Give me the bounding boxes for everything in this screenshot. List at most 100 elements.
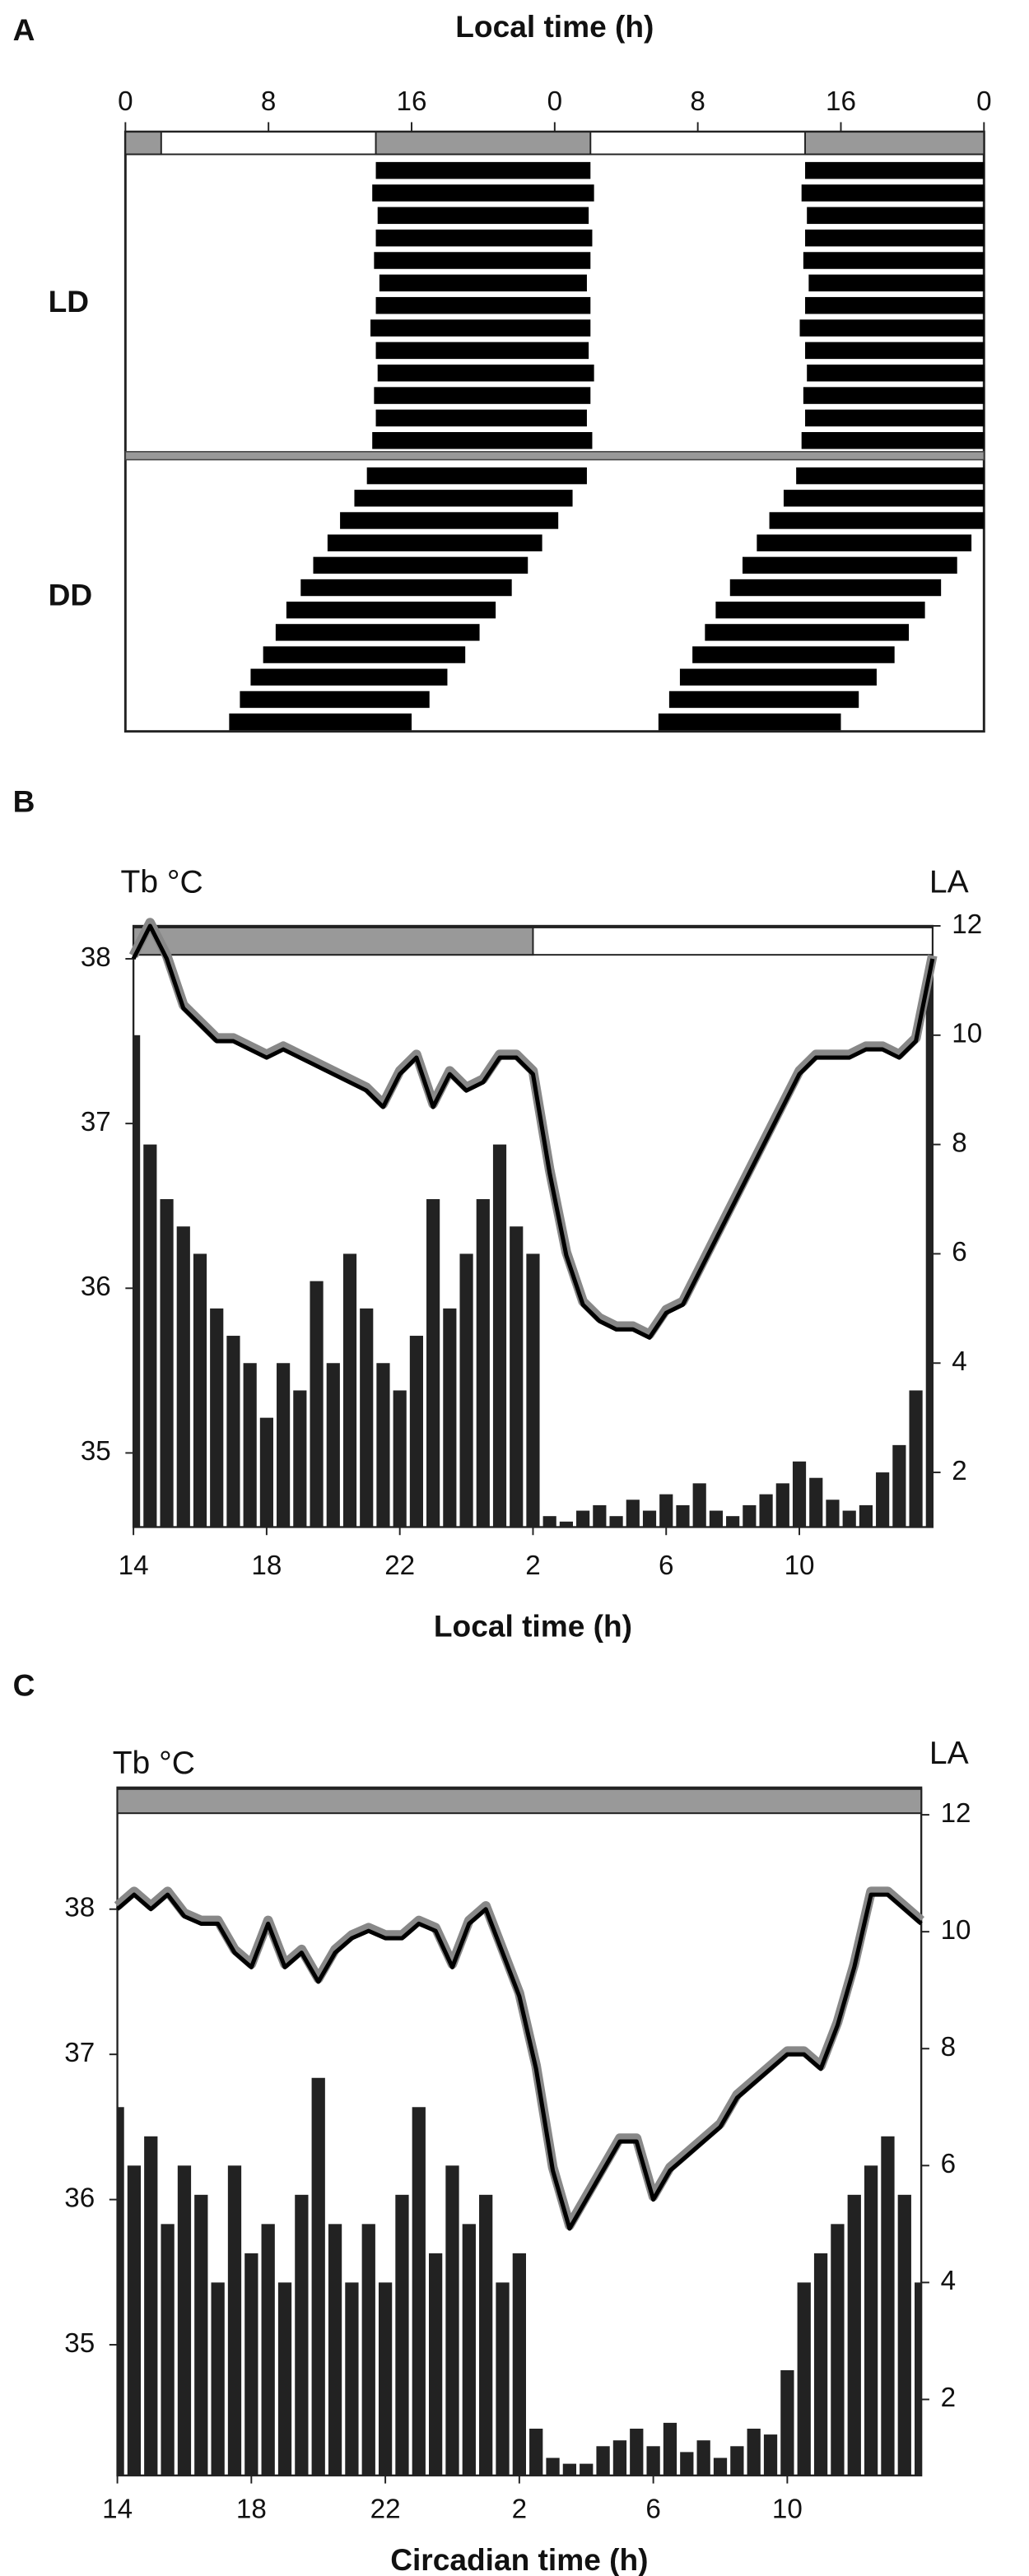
temperature-shadow xyxy=(128,918,938,1340)
activity-bar xyxy=(642,1510,657,1527)
activity-bout xyxy=(372,431,593,449)
dark-phase xyxy=(804,131,985,156)
activity-bar xyxy=(293,1390,307,1527)
activity-bar xyxy=(759,1494,773,1527)
activity-bout xyxy=(705,624,910,641)
activity-bout xyxy=(275,624,480,641)
activity-bout xyxy=(372,184,594,202)
activity-bout xyxy=(313,556,528,574)
chart-title: Local time (h) xyxy=(455,9,654,44)
activity-bout xyxy=(327,534,542,551)
x-tick-label: 8 xyxy=(261,86,276,117)
activity-bout xyxy=(374,252,591,269)
activity-bar xyxy=(144,2136,158,2476)
panel-label: A xyxy=(13,12,35,47)
activity-bout xyxy=(769,512,985,529)
activity-bout xyxy=(803,252,985,269)
activity-bar xyxy=(747,2428,761,2476)
x-tick-label: 6 xyxy=(645,2495,660,2525)
activity-bar xyxy=(127,2165,142,2476)
activity-bar xyxy=(376,1363,390,1527)
y2-tick-label: 2 xyxy=(941,2383,956,2413)
activity-bout xyxy=(240,690,430,709)
activity-bar xyxy=(443,1308,457,1527)
activity-bout xyxy=(679,668,877,686)
activity-bout xyxy=(366,467,587,485)
activity-bar xyxy=(310,1281,324,1527)
activity-bar xyxy=(529,2428,543,2476)
activity-bar xyxy=(459,1253,473,1527)
activity-bar xyxy=(826,1500,840,1527)
activity-bar xyxy=(176,1226,190,1527)
activity-bar xyxy=(428,2253,443,2476)
activity-bar xyxy=(559,1521,573,1527)
activity-bar xyxy=(526,1253,540,1527)
activity-bar xyxy=(160,1199,174,1527)
y2-axis-label: LA xyxy=(929,1736,969,1771)
x-tick-label: 18 xyxy=(251,1551,282,1581)
activity-bar xyxy=(479,2194,493,2476)
activity-bar xyxy=(542,1516,556,1527)
activity-bout xyxy=(801,431,985,449)
activity-bout xyxy=(805,296,985,314)
activity-bar xyxy=(492,1144,507,1527)
x-tick-label: 8 xyxy=(690,86,705,117)
activity-bout xyxy=(799,319,985,337)
activity-bar xyxy=(243,1363,257,1527)
x-tick-label: 0 xyxy=(118,86,133,117)
panel-label: C xyxy=(13,1668,35,1703)
activity-bar xyxy=(277,2282,292,2476)
activity-bar xyxy=(692,1483,706,1527)
activity-bar xyxy=(194,2194,208,2476)
activity-bout xyxy=(807,207,985,225)
y2-tick-label: 4 xyxy=(952,1346,966,1377)
activity-bout xyxy=(229,713,412,731)
activity-bar xyxy=(496,2282,510,2476)
y-tick-label: 36 xyxy=(64,2183,95,2213)
activity-bar xyxy=(763,2434,778,2476)
y2-tick-label: 8 xyxy=(941,2032,956,2062)
separator xyxy=(124,451,985,461)
activity-bar xyxy=(580,2463,594,2476)
panel-label: B xyxy=(13,783,35,818)
y-axis-label: Tb °C xyxy=(113,1746,195,1781)
activity-bar xyxy=(244,2253,258,2476)
x-tick-label: 2 xyxy=(525,1551,540,1581)
activity-bar xyxy=(393,1390,407,1527)
activity-bar xyxy=(426,1199,440,1527)
y2-tick-label: 10 xyxy=(952,1019,982,1049)
group-label: DD xyxy=(49,577,93,611)
dark-phase xyxy=(124,131,162,156)
activity-bout xyxy=(250,668,448,686)
y-tick-label: 38 xyxy=(81,942,111,973)
activity-bar xyxy=(696,2440,710,2476)
activity-bout xyxy=(805,409,985,427)
activity-bar xyxy=(915,2282,922,2476)
activity-bar xyxy=(775,1483,789,1527)
activity-bar xyxy=(476,1199,490,1527)
activity-bar xyxy=(445,2165,459,2476)
x-tick-label: 18 xyxy=(236,2495,267,2525)
y2-tick-label: 12 xyxy=(952,909,982,940)
activity-bar xyxy=(847,2194,861,2476)
activity-bar xyxy=(361,2224,375,2476)
activity-bar xyxy=(713,2457,728,2476)
activity-bar xyxy=(462,2224,476,2476)
activity-bout xyxy=(375,409,587,427)
activity-bout xyxy=(805,342,985,360)
y-tick-label: 35 xyxy=(81,1436,111,1467)
activity-bar xyxy=(193,1253,207,1527)
activity-bout xyxy=(375,296,591,314)
x-tick-label: 2 xyxy=(512,2495,527,2525)
activity-bout xyxy=(801,184,985,202)
activity-bout xyxy=(805,229,985,247)
activity-bar xyxy=(211,2282,225,2476)
activity-bar xyxy=(210,1308,224,1527)
x-tick-label: 0 xyxy=(547,86,562,117)
activity-bar xyxy=(259,1417,273,1527)
x-tick-label: 16 xyxy=(826,86,856,117)
y-tick-label: 37 xyxy=(81,1107,111,1137)
activity-bar xyxy=(892,1444,906,1527)
activity-bout xyxy=(379,274,587,292)
